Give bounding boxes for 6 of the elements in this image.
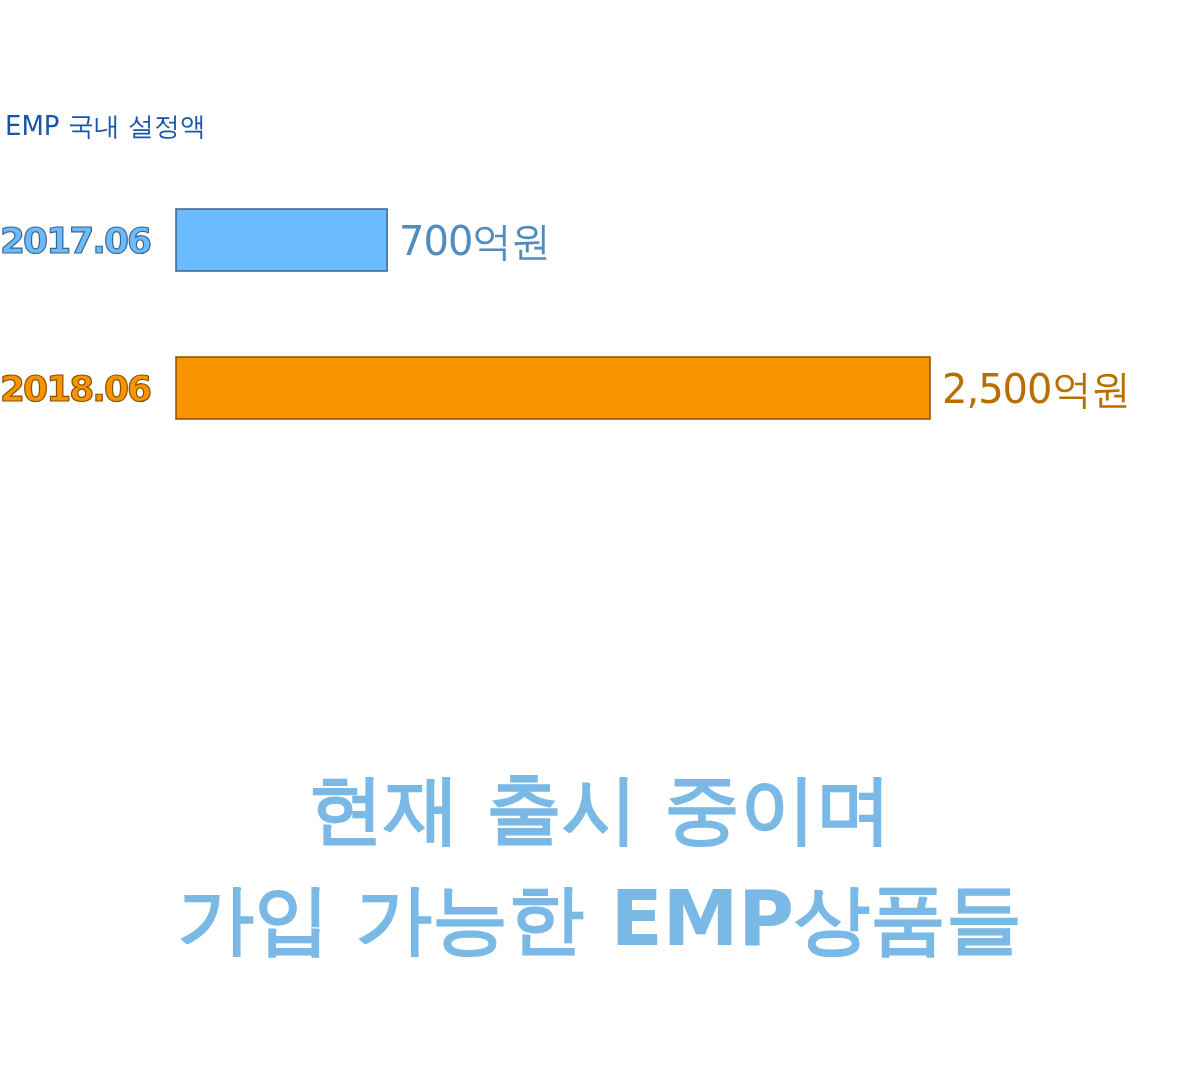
chart-title: EMP 국내 설정액	[5, 111, 207, 141]
y-tick-label: 2017.06	[0, 220, 151, 261]
y-tick-label: 2018.06	[0, 368, 151, 409]
data-label: 700억원	[399, 218, 551, 264]
data-label: 2,500억원	[942, 366, 1130, 412]
text: 현재 출시 중이며 가입 가능한 EMP상품들	[177, 764, 1023, 963]
